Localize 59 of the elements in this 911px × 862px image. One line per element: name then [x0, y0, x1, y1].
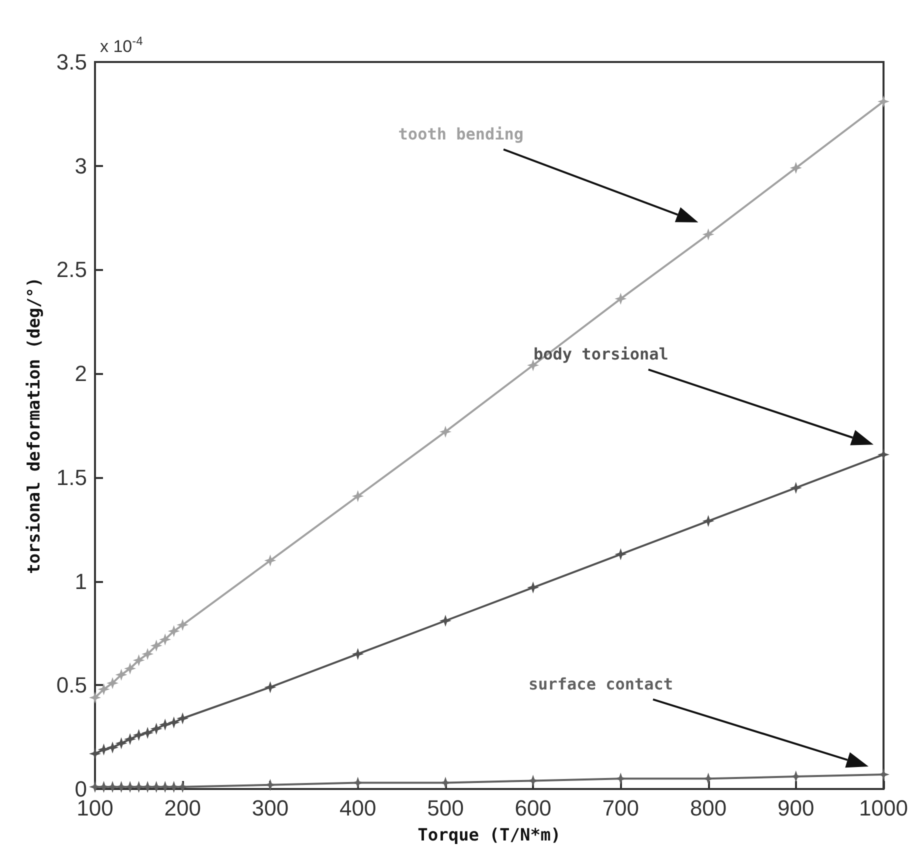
point: [176, 618, 189, 631]
point: [614, 292, 627, 305]
text: body torsional: [534, 344, 668, 364]
point: [878, 95, 890, 108]
point: [115, 737, 128, 750]
point: [98, 744, 110, 756]
point: [168, 625, 180, 638]
y-tick-label: 0.5: [56, 672, 87, 698]
point: [98, 683, 110, 696]
y-tick-label: 1: [74, 568, 87, 594]
point: [614, 548, 627, 560]
point: [89, 748, 101, 760]
point: [352, 490, 364, 502]
x-tick-label: 600: [514, 796, 552, 820]
point: [878, 448, 890, 461]
point: [159, 633, 172, 646]
point: [702, 515, 714, 528]
point: [790, 482, 802, 494]
point: [439, 426, 452, 438]
x-tick-label: 500: [427, 796, 464, 820]
point: [106, 741, 119, 754]
point: [124, 733, 136, 746]
y-tick-label: 2: [74, 361, 87, 386]
point: [124, 662, 136, 675]
point: [439, 614, 452, 627]
point: [142, 726, 154, 739]
y-tick-label: 3.5: [56, 50, 87, 74]
point: [115, 668, 128, 681]
point: [89, 692, 101, 704]
x-tick-label: 1000: [859, 796, 908, 820]
text: surface contact: [528, 674, 674, 694]
x-tick-label: 200: [164, 796, 201, 820]
x-tick-label: 300: [252, 796, 289, 820]
point: [150, 722, 162, 735]
point: [702, 228, 714, 240]
y-tick-label: 2.5: [56, 257, 87, 282]
point: [790, 162, 802, 174]
x-tick-label: 700: [602, 796, 640, 820]
point: [176, 712, 189, 724]
y-tick-label: 1.5: [56, 464, 87, 490]
x-axis-title: Torque (T/N*m): [418, 826, 561, 846]
y-tick-label: 3: [74, 153, 87, 178]
y-axis-title: torsional deformation (deg/°): [24, 277, 44, 574]
point: [132, 654, 145, 666]
point: [159, 718, 172, 731]
x-tick-label: 400: [339, 796, 376, 820]
point: [527, 582, 540, 594]
x-tick-label: 900: [778, 796, 814, 820]
x-tick-label: 800: [690, 796, 727, 820]
point: [106, 677, 119, 690]
text: tooth bending: [398, 124, 524, 144]
point: [264, 681, 276, 694]
point: [352, 648, 364, 660]
point: [142, 648, 154, 660]
point: [168, 716, 180, 729]
text: x 10$^{-4}$: [100, 34, 144, 56]
point: [264, 554, 276, 567]
point: [132, 728, 145, 741]
point: [150, 640, 162, 652]
